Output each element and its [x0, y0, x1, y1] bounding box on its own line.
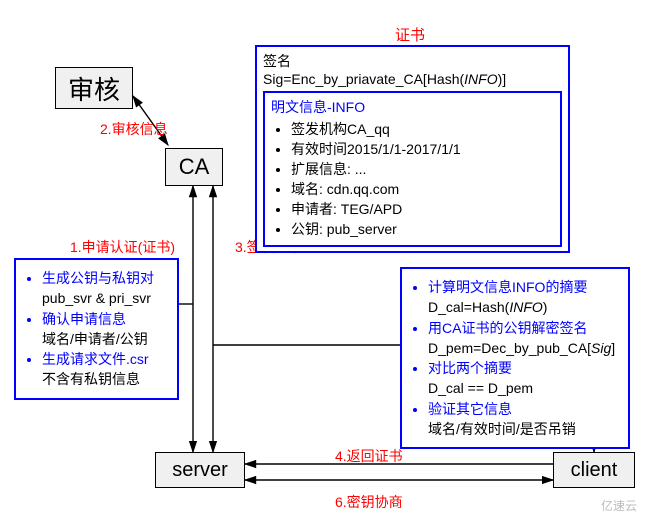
- right-item: 用CA证书的公钥解密签名D_pem=Dec_by_pub_CA[Sig]: [428, 318, 620, 359]
- cert-info-inner: 明文信息-INFO 签发机构CA_qq有效时间2015/1/1-2017/1/1…: [263, 91, 562, 247]
- diagram-canvas: 审核 CA server client 证书 1.申请认证(证书) 2.审核信息…: [0, 0, 649, 520]
- title-cert: 证书: [395, 24, 425, 45]
- right-item-detail: D_cal=Hash(INFO): [428, 297, 620, 317]
- step-6: 6.密钥协商: [335, 492, 403, 512]
- left-item: 生成公钥与私钥对pub_svr & pri_svr: [42, 268, 169, 309]
- node-audit: 审核: [55, 67, 133, 109]
- node-client: client: [553, 452, 635, 488]
- sig-pre: Sig=Enc_by_priavate_CA[Hash(: [263, 71, 464, 87]
- left-item: 确认申请信息域名/申请者/公钥: [42, 309, 169, 350]
- node-ca: CA: [165, 148, 223, 186]
- cert-bullet: 有效时间2015/1/1-2017/1/1: [291, 139, 554, 159]
- cert-info-header: 明文信息-INFO: [271, 97, 554, 117]
- sig-italic: INFO: [464, 71, 497, 87]
- step-1: 1.申请认证(证书): [70, 237, 175, 257]
- cert-bullet: 签发机构CA_qq: [291, 119, 554, 139]
- cert-sig-label: 签名: [263, 51, 562, 71]
- left-item-detail: 不含有私钥信息: [42, 369, 169, 389]
- node-ca-label: CA: [179, 154, 210, 180]
- step-4: 4.返回证书: [335, 446, 403, 466]
- right-item-detail: D_pem=Dec_by_pub_CA[Sig]: [428, 338, 620, 358]
- left-item-detail: pub_svr & pri_svr: [42, 288, 169, 308]
- right-info-box: 计算明文信息INFO的摘要D_cal=Hash(INFO)用CA证书的公钥解密签…: [400, 267, 630, 449]
- cert-info-list: 签发机构CA_qq有效时间2015/1/1-2017/1/1扩展信息: ...域…: [271, 119, 554, 239]
- left-info-box: 生成公钥与私钥对pub_svr & pri_svr确认申请信息域名/申请者/公钥…: [14, 258, 179, 400]
- node-server-label: server: [172, 459, 228, 482]
- cert-bullet: 扩展信息: ...: [291, 159, 554, 179]
- cert-bullet: 公钥: pub_server: [291, 219, 554, 239]
- node-client-label: client: [571, 459, 618, 482]
- right-item-detail: 域名/有效时间/是否吊销: [428, 419, 620, 439]
- watermark: 亿速云: [593, 495, 645, 516]
- left-info-list: 生成公钥与私钥对pub_svr & pri_svr确认申请信息域名/申请者/公钥…: [24, 268, 169, 390]
- cert-box: 签名 Sig=Enc_by_priavate_CA[Hash(INFO)] 明文…: [255, 45, 570, 253]
- right-info-list: 计算明文信息INFO的摘要D_cal=Hash(INFO)用CA证书的公钥解密签…: [410, 277, 620, 439]
- step-2: 2.审核信息: [100, 119, 168, 139]
- right-item-detail: D_cal == D_pem: [428, 378, 620, 398]
- left-item: 生成请求文件.csr不含有私钥信息: [42, 349, 169, 390]
- sig-post: )]: [498, 71, 507, 87]
- left-item-detail: 域名/申请者/公钥: [42, 329, 169, 349]
- right-item: 验证其它信息域名/有效时间/是否吊销: [428, 399, 620, 440]
- node-audit-label: 审核: [68, 70, 120, 107]
- node-server: server: [155, 452, 245, 488]
- cert-bullet: 申请者: TEG/APD: [291, 199, 554, 219]
- cert-bullet: 域名: cdn.qq.com: [291, 179, 554, 199]
- right-item: 计算明文信息INFO的摘要D_cal=Hash(INFO): [428, 277, 620, 318]
- right-item: 对比两个摘要D_cal == D_pem: [428, 358, 620, 399]
- cert-sig-expr: Sig=Enc_by_priavate_CA[Hash(INFO)]: [263, 71, 562, 87]
